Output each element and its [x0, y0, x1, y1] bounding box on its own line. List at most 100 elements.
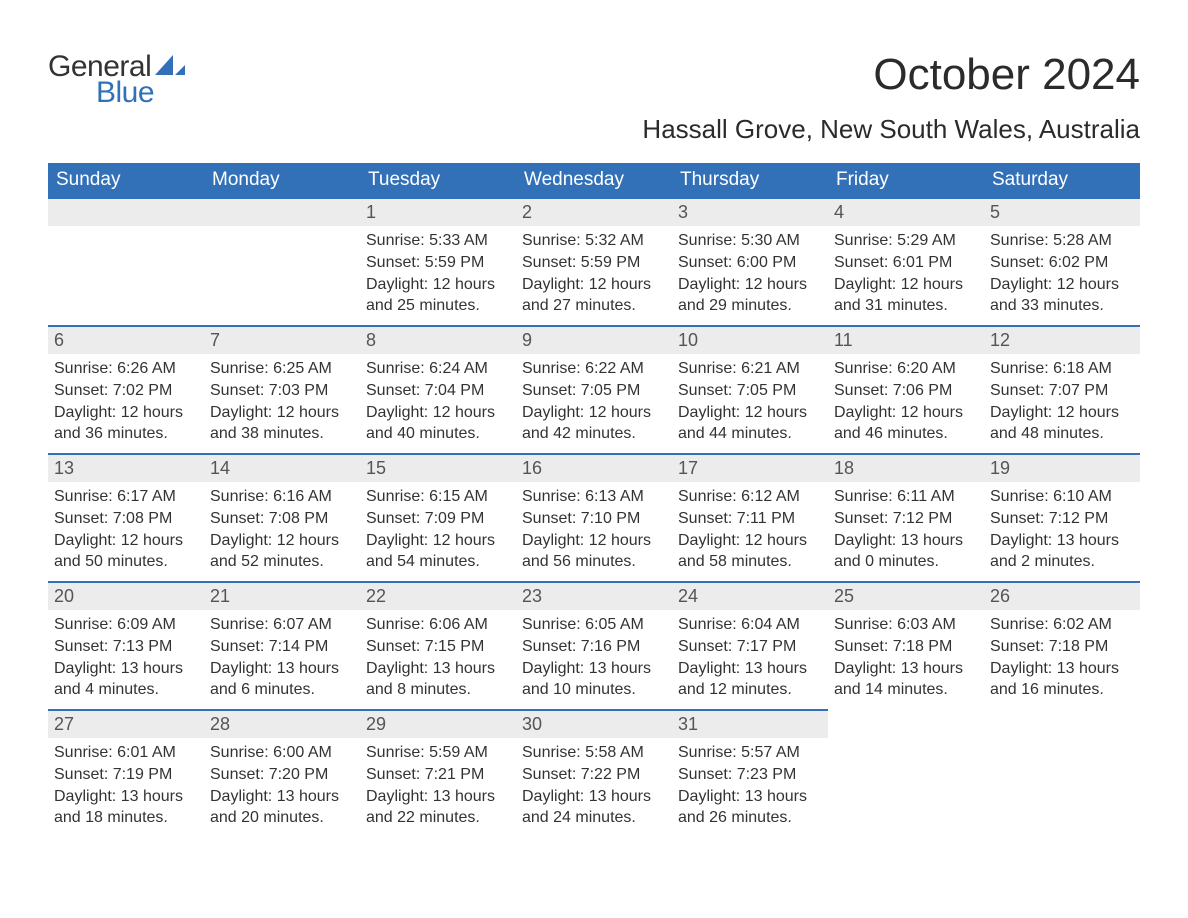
daylight-line-2: and 22 minutes. — [366, 807, 510, 829]
day-number: 2 — [516, 197, 672, 226]
daylight-line-2: and 10 minutes. — [522, 679, 666, 701]
sunset-line: Sunset: 7:22 PM — [522, 764, 666, 786]
calendar-cell: 28Sunrise: 6:00 AMSunset: 7:20 PMDayligh… — [204, 709, 360, 837]
day-details: Sunrise: 6:02 AMSunset: 7:18 PMDaylight:… — [984, 610, 1140, 704]
day-number: 17 — [672, 453, 828, 482]
calendar-cell: 23Sunrise: 6:05 AMSunset: 7:16 PMDayligh… — [516, 581, 672, 709]
sunrise-line: Sunrise: 5:32 AM — [522, 230, 666, 252]
daylight-line-2: and 50 minutes. — [54, 551, 198, 573]
day-number: 22 — [360, 581, 516, 610]
calendar-cell: 11Sunrise: 6:20 AMSunset: 7:06 PMDayligh… — [828, 325, 984, 453]
location: Hassall Grove, New South Wales, Australi… — [48, 114, 1140, 145]
sunset-line: Sunset: 7:14 PM — [210, 636, 354, 658]
day-details: Sunrise: 6:17 AMSunset: 7:08 PMDaylight:… — [48, 482, 204, 576]
daylight-line-2: and 14 minutes. — [834, 679, 978, 701]
calendar-cell: 17Sunrise: 6:12 AMSunset: 7:11 PMDayligh… — [672, 453, 828, 581]
daylight-line-2: and 25 minutes. — [366, 295, 510, 317]
day-number: 12 — [984, 325, 1140, 354]
sunset-line: Sunset: 7:21 PM — [366, 764, 510, 786]
daylight-line-1: Daylight: 13 hours — [990, 658, 1134, 680]
sunrise-line: Sunrise: 5:29 AM — [834, 230, 978, 252]
day-number: 23 — [516, 581, 672, 610]
sunset-line: Sunset: 6:00 PM — [678, 252, 822, 274]
weekday-header: Monday — [204, 163, 360, 197]
daylight-line-2: and 36 minutes. — [54, 423, 198, 445]
daylight-line-1: Daylight: 12 hours — [366, 274, 510, 296]
calendar-cell: 20Sunrise: 6:09 AMSunset: 7:13 PMDayligh… — [48, 581, 204, 709]
daylight-line-1: Daylight: 12 hours — [522, 402, 666, 424]
day-number: 5 — [984, 197, 1140, 226]
day-number: 4 — [828, 197, 984, 226]
day-number: 18 — [828, 453, 984, 482]
calendar-cell: 25Sunrise: 6:03 AMSunset: 7:18 PMDayligh… — [828, 581, 984, 709]
daylight-line-1: Daylight: 12 hours — [678, 274, 822, 296]
sunrise-line: Sunrise: 5:30 AM — [678, 230, 822, 252]
daylight-line-2: and 16 minutes. — [990, 679, 1134, 701]
day-details: Sunrise: 6:06 AMSunset: 7:15 PMDaylight:… — [360, 610, 516, 704]
calendar-cell — [48, 197, 204, 325]
sunset-line: Sunset: 7:04 PM — [366, 380, 510, 402]
daylight-line-2: and 12 minutes. — [678, 679, 822, 701]
day-number: 27 — [48, 709, 204, 738]
daylight-line-1: Daylight: 12 hours — [210, 530, 354, 552]
sunrise-line: Sunrise: 5:33 AM — [366, 230, 510, 252]
sunrise-line: Sunrise: 5:28 AM — [990, 230, 1134, 252]
daylight-line-2: and 31 minutes. — [834, 295, 978, 317]
daylight-line-2: and 20 minutes. — [210, 807, 354, 829]
day-details: Sunrise: 6:09 AMSunset: 7:13 PMDaylight:… — [48, 610, 204, 704]
calendar-week-row: 20Sunrise: 6:09 AMSunset: 7:13 PMDayligh… — [48, 581, 1140, 709]
daylight-line-2: and 18 minutes. — [54, 807, 198, 829]
day-number: 1 — [360, 197, 516, 226]
daylight-line-2: and 54 minutes. — [366, 551, 510, 573]
day-details: Sunrise: 6:04 AMSunset: 7:17 PMDaylight:… — [672, 610, 828, 704]
daylight-line-1: Daylight: 12 hours — [834, 274, 978, 296]
day-number: 21 — [204, 581, 360, 610]
sunrise-line: Sunrise: 6:17 AM — [54, 486, 198, 508]
day-number: 11 — [828, 325, 984, 354]
sunrise-line: Sunrise: 6:00 AM — [210, 742, 354, 764]
calendar-cell: 12Sunrise: 6:18 AMSunset: 7:07 PMDayligh… — [984, 325, 1140, 453]
daylight-line-2: and 33 minutes. — [990, 295, 1134, 317]
daylight-line-2: and 38 minutes. — [210, 423, 354, 445]
sunset-line: Sunset: 7:08 PM — [54, 508, 198, 530]
day-number: 30 — [516, 709, 672, 738]
day-number: 10 — [672, 325, 828, 354]
day-number: 19 — [984, 453, 1140, 482]
day-number: 25 — [828, 581, 984, 610]
daylight-line-1: Daylight: 12 hours — [366, 402, 510, 424]
calendar-cell: 19Sunrise: 6:10 AMSunset: 7:12 PMDayligh… — [984, 453, 1140, 581]
logo-sail-icon — [155, 55, 185, 84]
day-number: 3 — [672, 197, 828, 226]
calendar-cell: 13Sunrise: 6:17 AMSunset: 7:08 PMDayligh… — [48, 453, 204, 581]
day-details: Sunrise: 5:29 AMSunset: 6:01 PMDaylight:… — [828, 226, 984, 320]
weekday-header: Sunday — [48, 163, 204, 197]
sunrise-line: Sunrise: 6:20 AM — [834, 358, 978, 380]
day-number: 29 — [360, 709, 516, 738]
calendar-cell: 27Sunrise: 6:01 AMSunset: 7:19 PMDayligh… — [48, 709, 204, 837]
day-details: Sunrise: 6:01 AMSunset: 7:19 PMDaylight:… — [48, 738, 204, 832]
sunset-line: Sunset: 5:59 PM — [366, 252, 510, 274]
calendar-cell: 26Sunrise: 6:02 AMSunset: 7:18 PMDayligh… — [984, 581, 1140, 709]
sunset-line: Sunset: 7:17 PM — [678, 636, 822, 658]
sunset-line: Sunset: 7:23 PM — [678, 764, 822, 786]
calendar-cell: 1Sunrise: 5:33 AMSunset: 5:59 PMDaylight… — [360, 197, 516, 325]
daylight-line-1: Daylight: 12 hours — [366, 530, 510, 552]
sunrise-line: Sunrise: 6:02 AM — [990, 614, 1134, 636]
sunset-line: Sunset: 7:08 PM — [210, 508, 354, 530]
calendar-cell: 5Sunrise: 5:28 AMSunset: 6:02 PMDaylight… — [984, 197, 1140, 325]
day-details: Sunrise: 5:33 AMSunset: 5:59 PMDaylight:… — [360, 226, 516, 320]
weekday-header: Friday — [828, 163, 984, 197]
weekday-header: Wednesday — [516, 163, 672, 197]
sunrise-line: Sunrise: 6:07 AM — [210, 614, 354, 636]
daylight-line-1: Daylight: 12 hours — [678, 530, 822, 552]
daylight-line-1: Daylight: 12 hours — [990, 402, 1134, 424]
sunset-line: Sunset: 7:12 PM — [834, 508, 978, 530]
daylight-line-1: Daylight: 13 hours — [522, 786, 666, 808]
weekday-header: Thursday — [672, 163, 828, 197]
calendar-cell: 22Sunrise: 6:06 AMSunset: 7:15 PMDayligh… — [360, 581, 516, 709]
daylight-line-2: and 6 minutes. — [210, 679, 354, 701]
daylight-line-1: Daylight: 13 hours — [366, 658, 510, 680]
day-details: Sunrise: 6:11 AMSunset: 7:12 PMDaylight:… — [828, 482, 984, 576]
calendar-cell — [984, 709, 1140, 837]
weekday-header: Tuesday — [360, 163, 516, 197]
